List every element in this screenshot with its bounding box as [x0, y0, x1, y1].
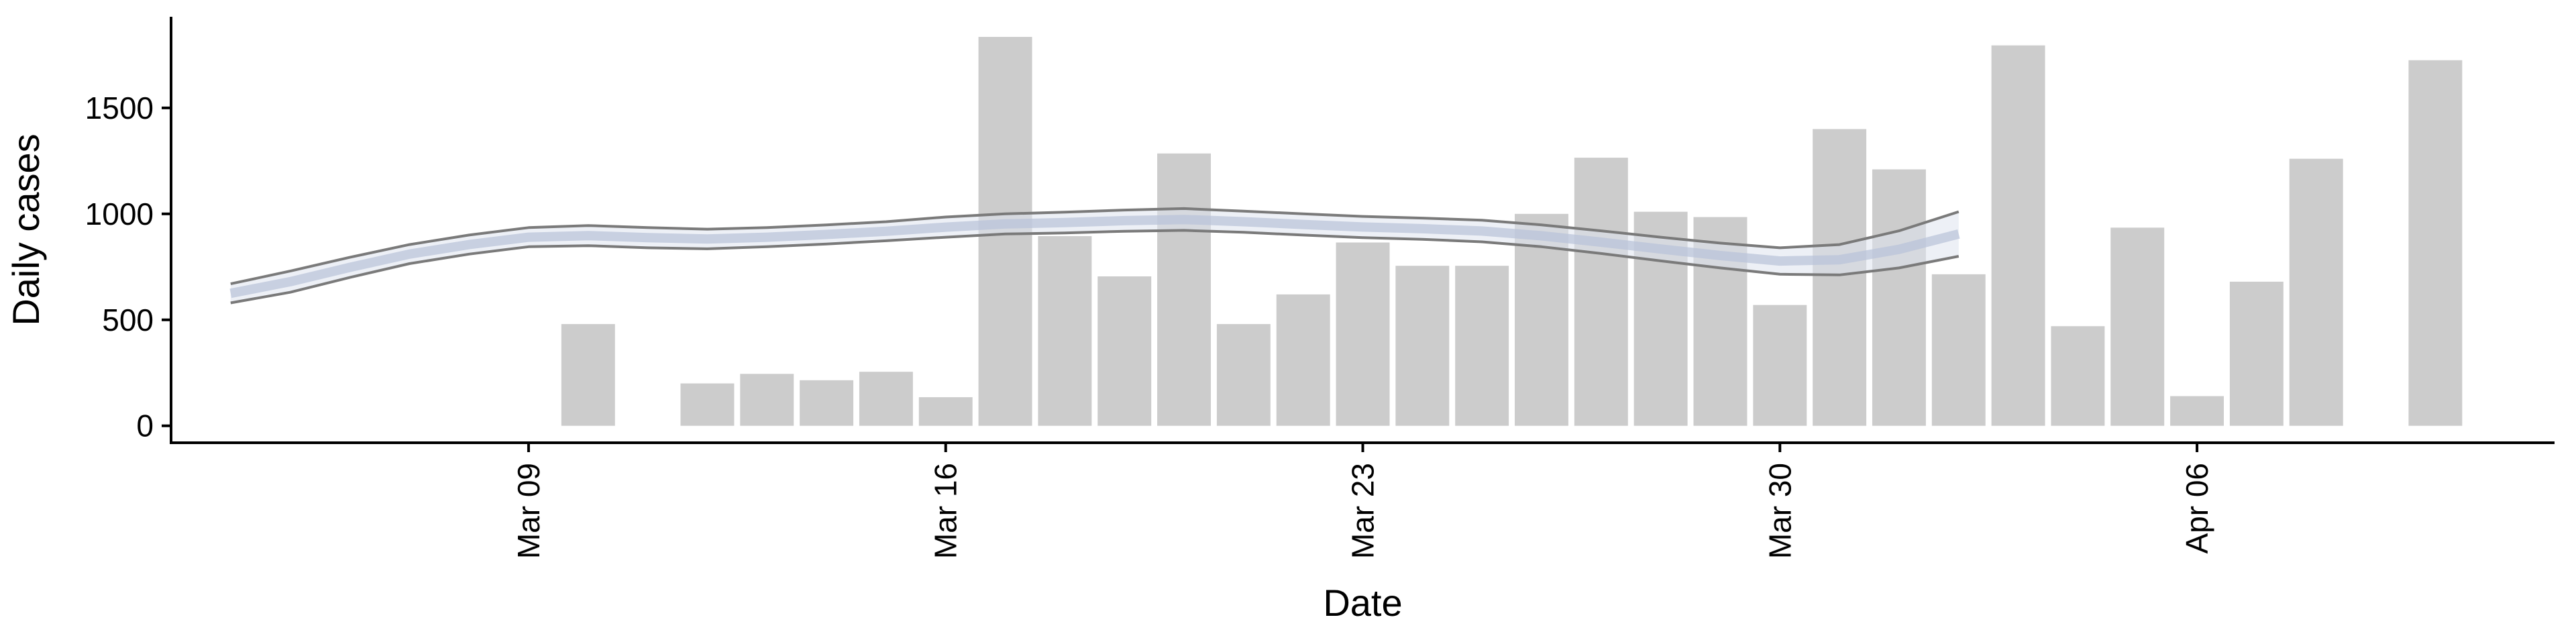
bar — [1455, 266, 1509, 426]
bar — [1991, 45, 2045, 426]
y-axis-ticks: 0 500 1000 1500 — [85, 91, 171, 443]
bar — [859, 372, 913, 426]
ribbon — [229, 207, 1960, 305]
ribbon-lower-line — [230, 229, 1960, 305]
bar — [2170, 396, 2224, 426]
bar — [2229, 281, 2284, 426]
x-tick-label: Mar 23 — [1346, 463, 1381, 559]
bar — [2110, 227, 2165, 426]
x-tick-label: Apr 06 — [2180, 463, 2214, 554]
bar — [1813, 129, 1867, 426]
x-axis-title: Date — [1323, 582, 1402, 624]
bar — [1872, 169, 1926, 426]
bar — [1276, 294, 1330, 426]
bar — [1097, 276, 1152, 426]
x-tick-label: Mar 16 — [928, 463, 963, 559]
y-tick-label: 1000 — [85, 197, 154, 231]
bar — [1753, 305, 1807, 426]
bar — [1574, 158, 1628, 426]
bar — [2051, 326, 2105, 426]
ribbon-upper-line — [230, 207, 1960, 286]
y-tick-label: 0 — [136, 409, 154, 443]
bar — [1038, 235, 1092, 426]
bar — [918, 397, 973, 426]
bar — [561, 324, 615, 426]
bar — [740, 374, 794, 426]
bar — [680, 383, 735, 426]
bar — [1395, 266, 1450, 426]
bar — [2289, 158, 2343, 426]
x-axis-ticks: Mar 09 Mar 16 Mar 23 Mar 30 Apr 06 — [511, 443, 2214, 559]
x-tick-label: Mar 30 — [1762, 463, 1797, 559]
y-tick-label: 1500 — [85, 91, 154, 125]
bar — [1216, 324, 1271, 426]
bar — [1336, 242, 1390, 426]
bars — [561, 37, 2463, 426]
x-tick-label: Mar 09 — [511, 463, 546, 559]
ribbon-center-line — [229, 215, 1960, 299]
bar — [1931, 274, 1986, 426]
y-axis-title: Daily cases — [5, 133, 47, 325]
bar — [1157, 153, 1211, 426]
bar — [800, 380, 854, 426]
bar — [2408, 60, 2463, 426]
y-tick-label: 500 — [102, 303, 154, 337]
